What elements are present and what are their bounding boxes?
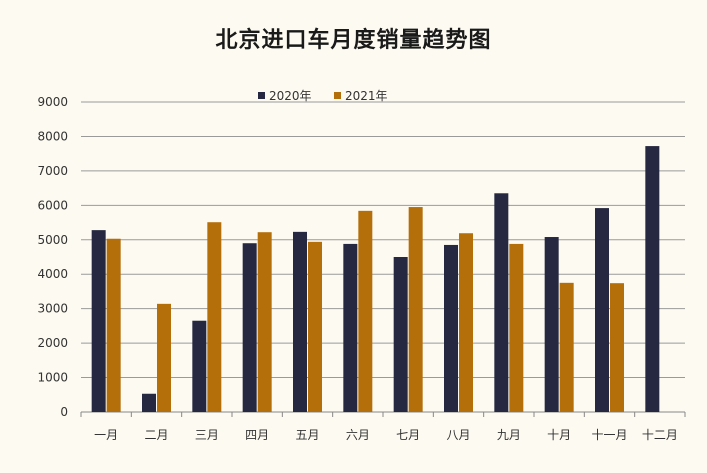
y-tick-label: 9000 [37, 95, 68, 109]
y-tick-label: 8000 [37, 129, 68, 143]
x-tick-label: 十月 [547, 428, 571, 442]
y-tick-label: 0 [60, 405, 68, 419]
x-tick-label: 六月 [346, 428, 370, 442]
y-tick-label: 3000 [37, 302, 68, 316]
bar-series2 [207, 222, 222, 412]
legend-swatch [258, 92, 265, 99]
bar-series2 [106, 238, 121, 412]
bar-series1 [393, 257, 408, 412]
x-tick-label: 四月 [245, 428, 269, 442]
x-tick-label: 九月 [497, 428, 521, 442]
bar-series1 [91, 230, 106, 412]
bar-series2 [559, 282, 574, 412]
bar-series2 [408, 207, 423, 412]
bar-series2 [257, 232, 272, 412]
x-tick-label: 八月 [446, 428, 470, 442]
x-tick-label: 五月 [295, 428, 319, 442]
bar-series2 [459, 233, 473, 412]
y-tick-label: 5000 [37, 233, 68, 247]
bar-series1 [444, 244, 458, 412]
bar-series2 [509, 243, 524, 412]
y-tick-label: 1000 [37, 371, 68, 385]
x-tick-label: 十一月 [591, 428, 627, 442]
y-tick-label: 6000 [37, 198, 68, 212]
y-tick-label: 7000 [37, 164, 68, 178]
bar-series1 [343, 243, 358, 412]
bar-series2 [308, 241, 322, 412]
x-tick-label: 三月 [195, 428, 219, 442]
bar-series1 [293, 231, 307, 412]
x-tick-label: 二月 [144, 428, 168, 442]
bar-series1 [494, 193, 509, 412]
bar-series2 [157, 303, 171, 412]
bar-series1 [595, 208, 609, 412]
y-tick-label: 4000 [37, 267, 68, 281]
y-tick-label: 2000 [37, 336, 68, 350]
legend-label: 2021年 [345, 89, 388, 103]
bar-series1 [544, 237, 559, 412]
bar-series2 [610, 283, 624, 412]
legend-label: 2020年 [269, 89, 312, 103]
x-tick-label: 十二月 [642, 428, 678, 442]
bar-series1 [242, 243, 257, 412]
x-tick-label: 一月 [94, 428, 118, 442]
bar-series2 [358, 210, 373, 412]
bar-series1 [645, 146, 660, 413]
bar-series1 [192, 320, 207, 412]
chart-title: 北京进口车月度销量趋势图 [215, 28, 492, 53]
bar-series1 [142, 393, 156, 412]
legend-swatch [334, 92, 341, 99]
x-tick-label: 七月 [396, 428, 420, 442]
